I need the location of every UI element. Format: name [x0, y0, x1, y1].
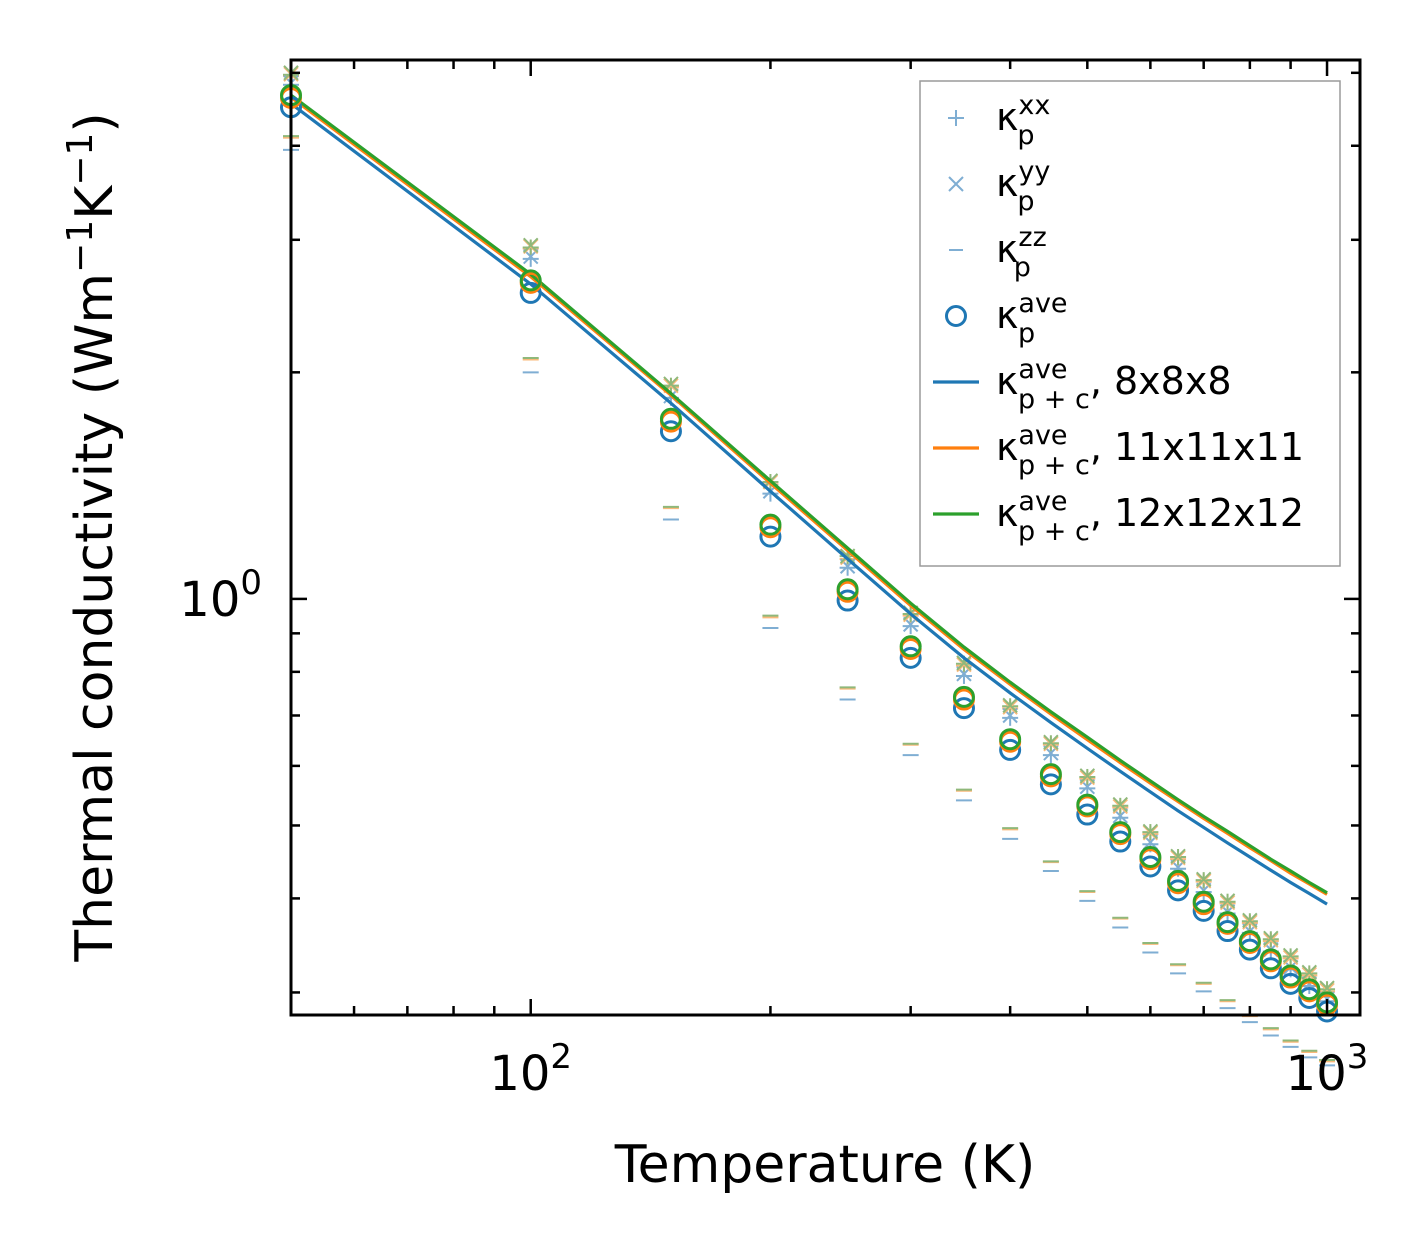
- tick-labels: 102 103 100: [179, 563, 1368, 1102]
- kyy-marker: [1043, 736, 1059, 752]
- kyy-marker: [1219, 893, 1236, 909]
- kave-marker: [999, 738, 1022, 761]
- axis-ticks: [289, 60, 1360, 1015]
- kyy-marker: [1112, 796, 1128, 813]
- kave-marker: [759, 525, 782, 548]
- kave-marker: [1259, 948, 1282, 971]
- kyy-marker: [956, 655, 972, 671]
- kyy-marker: [1282, 947, 1299, 964]
- kave-marker: [1298, 978, 1321, 1001]
- kave-marker: [1238, 938, 1261, 961]
- kyy-marker: [1282, 949, 1299, 966]
- kave-marker: [1039, 773, 1062, 796]
- legend-label: κzz p: [996, 222, 1047, 283]
- kyy-marker: [1263, 930, 1279, 947]
- kave-marker: [899, 646, 922, 669]
- legend-label: κave p + c, 11x11x11: [996, 420, 1304, 481]
- kyy-marker: [1301, 964, 1318, 981]
- legend-entry: κave p: [945, 288, 1068, 349]
- kyy-marker: [1195, 873, 1212, 889]
- legend-label: κyy p: [996, 156, 1050, 217]
- kave-marker: [659, 420, 682, 443]
- kyy-marker: [1195, 871, 1212, 888]
- kyy-marker: [1170, 848, 1186, 865]
- kyy-marker: [1112, 798, 1128, 815]
- plot-area: [280, 65, 1339, 1067]
- kpc-line-8x8x8: [290, 102, 1328, 906]
- kave-marker: [836, 578, 859, 601]
- kave-marker: [1279, 964, 1302, 987]
- kave-marker: [952, 685, 975, 708]
- kave-marker: [1139, 855, 1162, 878]
- kave-marker: [659, 407, 682, 430]
- kave-marker: [836, 589, 859, 612]
- legend-entry: κyy p: [948, 156, 1050, 217]
- y-axis-label: Thermal conductivity (Wm−1K−1): [60, 112, 125, 962]
- x-axis-label: Temperature (K): [614, 1135, 1036, 1195]
- plot-frame: [289, 58, 1362, 1017]
- kave-marker: [1076, 793, 1099, 816]
- kyy-marker: [1301, 966, 1318, 983]
- kyy-marker: [1079, 769, 1096, 786]
- legend-entry: κxx p: [948, 90, 1050, 151]
- kave-marker: [1167, 869, 1190, 892]
- kyy-marker: [1142, 823, 1159, 840]
- kyy-marker: [523, 237, 539, 253]
- kave-marker: [999, 728, 1022, 751]
- kave-marker: [1139, 846, 1162, 869]
- y-tick-label: 100: [179, 563, 262, 628]
- kyy-marker: [1219, 894, 1236, 911]
- kyy-marker: [1002, 699, 1018, 715]
- legend-box: [919, 80, 1341, 567]
- kave-marker: [1039, 763, 1062, 786]
- kave-marker: [952, 697, 975, 720]
- kave-marker: [1167, 879, 1190, 902]
- kave-marker: [759, 513, 782, 536]
- kave-marker: [1192, 899, 1215, 922]
- kyy-marker: [1242, 914, 1258, 930]
- kyy-marker: [1263, 932, 1279, 948]
- kave-marker: [1259, 957, 1282, 980]
- kave-marker: [519, 281, 542, 304]
- legend-label: κave p + c, 8x8x8: [996, 354, 1232, 415]
- kave-marker: [1238, 930, 1261, 953]
- kave-marker: [1216, 920, 1239, 943]
- kave-marker: [1192, 890, 1215, 913]
- kave-marker: [1216, 911, 1239, 934]
- kyy-marker: [1079, 768, 1096, 784]
- kave-marker: [1109, 830, 1132, 853]
- legend-label: κave p + c, 12x12x12: [996, 486, 1304, 547]
- kyy-marker: [1170, 850, 1186, 866]
- legend-entry: κave p + c, 12x12x12: [933, 486, 1304, 547]
- x-tick-label: 103: [1286, 1037, 1369, 1102]
- legend-circle-icon: [945, 305, 967, 327]
- legend-label: κave p: [996, 288, 1068, 349]
- kyy-marker: [1002, 697, 1018, 714]
- kave-marker: [1109, 821, 1132, 844]
- kave-marker: [519, 269, 542, 292]
- legend-entry: κzz p: [949, 222, 1047, 283]
- kyy-marker: [1043, 734, 1059, 750]
- kpc-line-12x12x12: [290, 93, 1328, 895]
- legend-entry: κave p + c, 11x11x11: [933, 420, 1304, 481]
- legend-label: κxx p: [996, 90, 1050, 151]
- kyy-marker: [1242, 912, 1258, 929]
- legend-entry: κave p + c, 8x8x8: [933, 354, 1232, 415]
- kave-marker: [899, 635, 922, 658]
- kave-marker: [1076, 803, 1099, 826]
- x-tick-label: 102: [489, 1037, 572, 1102]
